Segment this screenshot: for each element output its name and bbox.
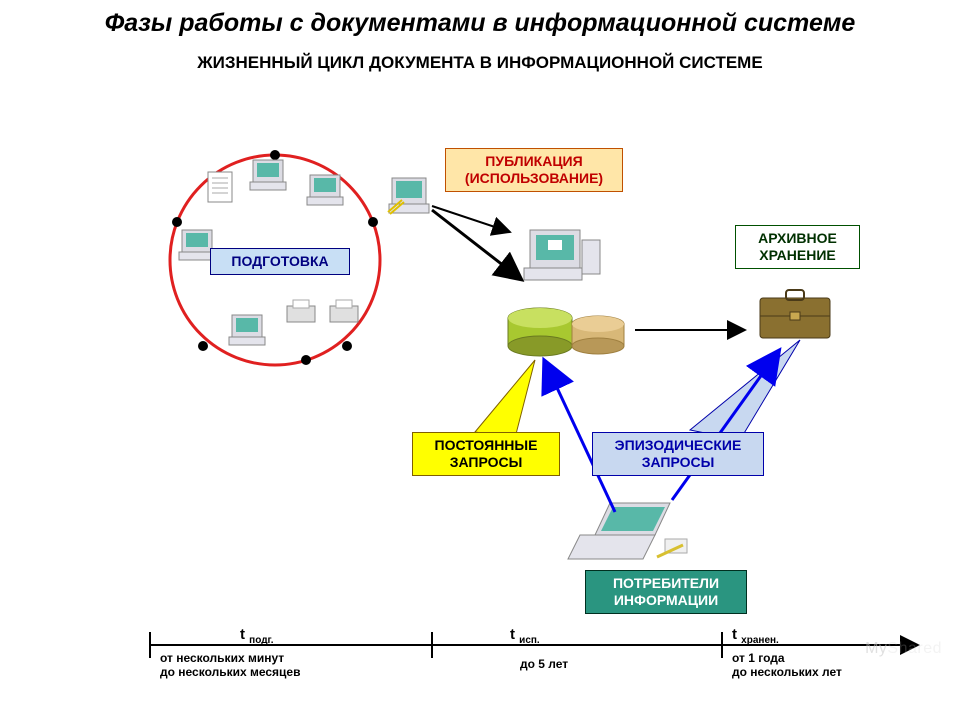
callout-tail [690,340,800,440]
timeline-t2-desc: до 5 лет [520,658,568,672]
diagram-canvas [0,0,960,720]
computer-icon [307,175,343,205]
server-computer-icon [524,230,600,280]
gateway-computer-icon [388,178,429,214]
computer-icon [250,160,286,190]
box-publication: ПУБЛИКАЦИЯ (ИСПОЛЬЗОВАНИЕ) [445,148,623,192]
box-constant-queries: ПОСТОЯННЫЕ ЗАПРОСЫ [412,432,560,476]
timeline-t3-desc: от 1 года до нескольких лет [732,652,842,680]
callout-tail [475,360,535,438]
database-icon [508,308,572,356]
timeline-t2: t исп. [510,626,540,646]
box-prep: ПОДГОТОВКА [210,248,350,275]
document-icon [208,172,232,202]
briefcase-icon [760,290,830,338]
arrow [672,352,778,500]
printer-icon [287,300,315,322]
database-icon [572,316,624,354]
timeline-t3: t хранен. [732,626,779,646]
box-consumers: ПОТРЕБИТЕЛИ ИНФОРМАЦИИ [585,570,747,614]
timeline-t1-desc: от нескольких минут до нескольких месяце… [160,652,300,680]
computer-icon [229,315,265,345]
box-episodic-queries: ЭПИЗОДИЧЕСКИЕ ЗАПРОСЫ [592,432,764,476]
printer-icon [330,300,358,322]
watermark: MyShared [865,640,942,658]
timeline-t1: t подг. [240,626,273,646]
box-archive: АРХИВНОЕ ХРАНЕНИЕ [735,225,860,269]
laptop-icon [568,503,687,559]
